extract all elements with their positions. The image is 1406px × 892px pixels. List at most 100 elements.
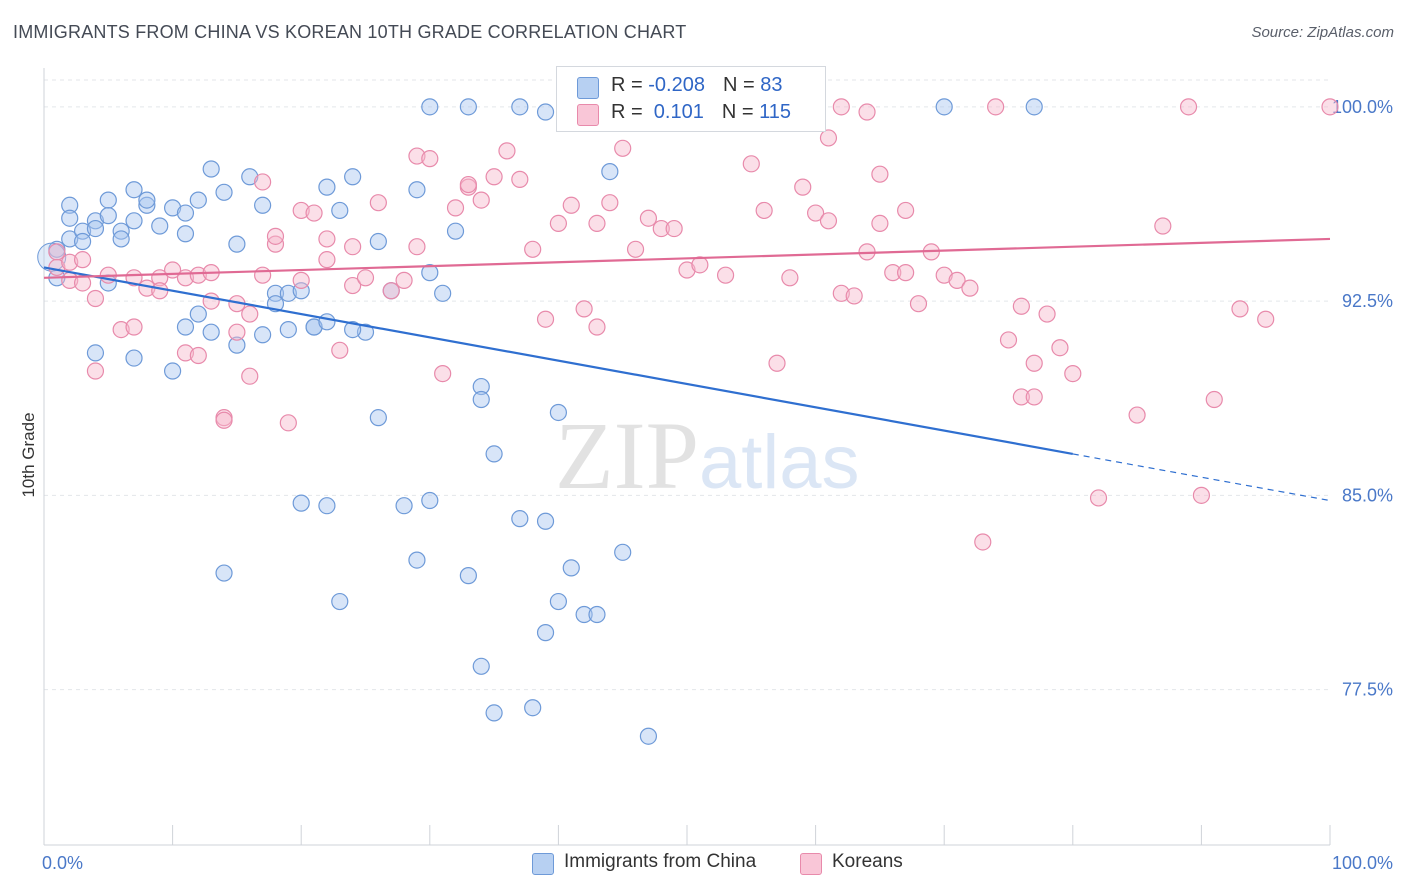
point-korean [318, 251, 336, 269]
point-china [254, 326, 272, 344]
point-china [421, 264, 439, 282]
legend-n-value-china: 83 [760, 74, 783, 96]
point-china [1025, 98, 1043, 116]
point-korean [678, 261, 696, 279]
point-korean [1321, 98, 1339, 116]
point-korean [112, 320, 130, 339]
point-korean [601, 194, 619, 212]
point-china [318, 178, 336, 196]
point-korean [549, 214, 568, 232]
point-korean [806, 204, 825, 222]
point-china [408, 551, 426, 569]
point-korean [459, 175, 477, 194]
point-korean [421, 150, 439, 168]
point-korean [434, 365, 452, 383]
point-china [549, 403, 568, 422]
point-korean [987, 98, 1005, 116]
point-china [472, 390, 490, 409]
point-china [112, 230, 130, 248]
watermark-atlas: atlas [699, 420, 860, 505]
point-china [61, 209, 79, 227]
point-korean [125, 269, 143, 287]
point-china [446, 222, 465, 240]
point-korean [832, 284, 850, 302]
stats-legend: R = -0.208 N = 83 R = 0.101 N = 115 [556, 66, 826, 132]
point-china [459, 98, 477, 116]
point-korean [884, 264, 902, 282]
point-korean [305, 204, 323, 222]
point-korean [588, 214, 606, 232]
point-china [228, 336, 246, 354]
point-korean [318, 230, 336, 248]
y-tick-label: 92.5% [1342, 291, 1393, 311]
point-korean [871, 165, 889, 183]
point-china [138, 191, 156, 209]
point-china [601, 163, 619, 181]
point-korean [1025, 388, 1043, 406]
point-china [434, 284, 452, 302]
point-china [86, 219, 105, 238]
point-korean [498, 142, 516, 160]
point-korean [588, 318, 606, 336]
point-korean [86, 289, 105, 308]
point-china [61, 230, 79, 248]
point-korean [408, 147, 426, 165]
point-china [369, 409, 387, 427]
point-korean [292, 271, 310, 289]
trend-line-korean [43, 237, 1331, 279]
point-china [639, 727, 658, 745]
point-china [86, 344, 105, 362]
point-korean [331, 341, 349, 359]
point-korean [1051, 339, 1069, 357]
point-china [408, 181, 426, 199]
point-korean [755, 201, 773, 220]
point-china [614, 543, 632, 561]
point-china [164, 199, 182, 217]
point-korean [215, 411, 233, 429]
point-china [344, 168, 362, 186]
point-korean [344, 238, 362, 256]
point-china [138, 196, 156, 214]
point-china [485, 704, 503, 722]
point-korean [254, 266, 272, 284]
point-korean [369, 194, 387, 212]
legend-swatch-china [577, 77, 599, 99]
series-china-points [37, 98, 1043, 745]
point-china-cluster [37, 242, 67, 272]
point-korean [151, 282, 169, 300]
y-tick-label: 77.5% [1342, 680, 1393, 700]
point-korean [279, 414, 297, 432]
point-korean [639, 209, 658, 227]
point-korean [1012, 297, 1030, 315]
point-china [356, 323, 375, 341]
point-korean [266, 227, 285, 245]
point-korean [871, 214, 889, 232]
point-korean [562, 196, 580, 214]
point-korean [356, 269, 375, 287]
point-korean [1205, 390, 1223, 409]
point-china [164, 362, 182, 380]
point-korean [1025, 354, 1043, 372]
point-china [935, 98, 953, 116]
point-china [125, 181, 143, 199]
point-china [459, 567, 477, 585]
point-china [73, 232, 92, 251]
point-korean [395, 271, 413, 289]
point-korean [1192, 486, 1211, 504]
point-korean [446, 199, 465, 217]
bottom-legend-label-china: Immigrants from China [564, 851, 757, 872]
point-china [279, 284, 297, 302]
x-tick-label: 100.0% [1332, 853, 1393, 873]
point-china [472, 657, 490, 675]
legend-r-value-china: -0.208 [648, 74, 705, 96]
point-korean [292, 201, 310, 220]
point-china [536, 512, 555, 530]
point-korean [48, 243, 66, 261]
point-korean [999, 331, 1018, 349]
point-korean [189, 266, 207, 284]
point-korean [858, 103, 876, 121]
point-china [369, 232, 387, 251]
point-china [189, 305, 207, 323]
legend-n-label: N = [721, 101, 760, 123]
bottom-legend-label-korean: Koreans [832, 851, 903, 872]
